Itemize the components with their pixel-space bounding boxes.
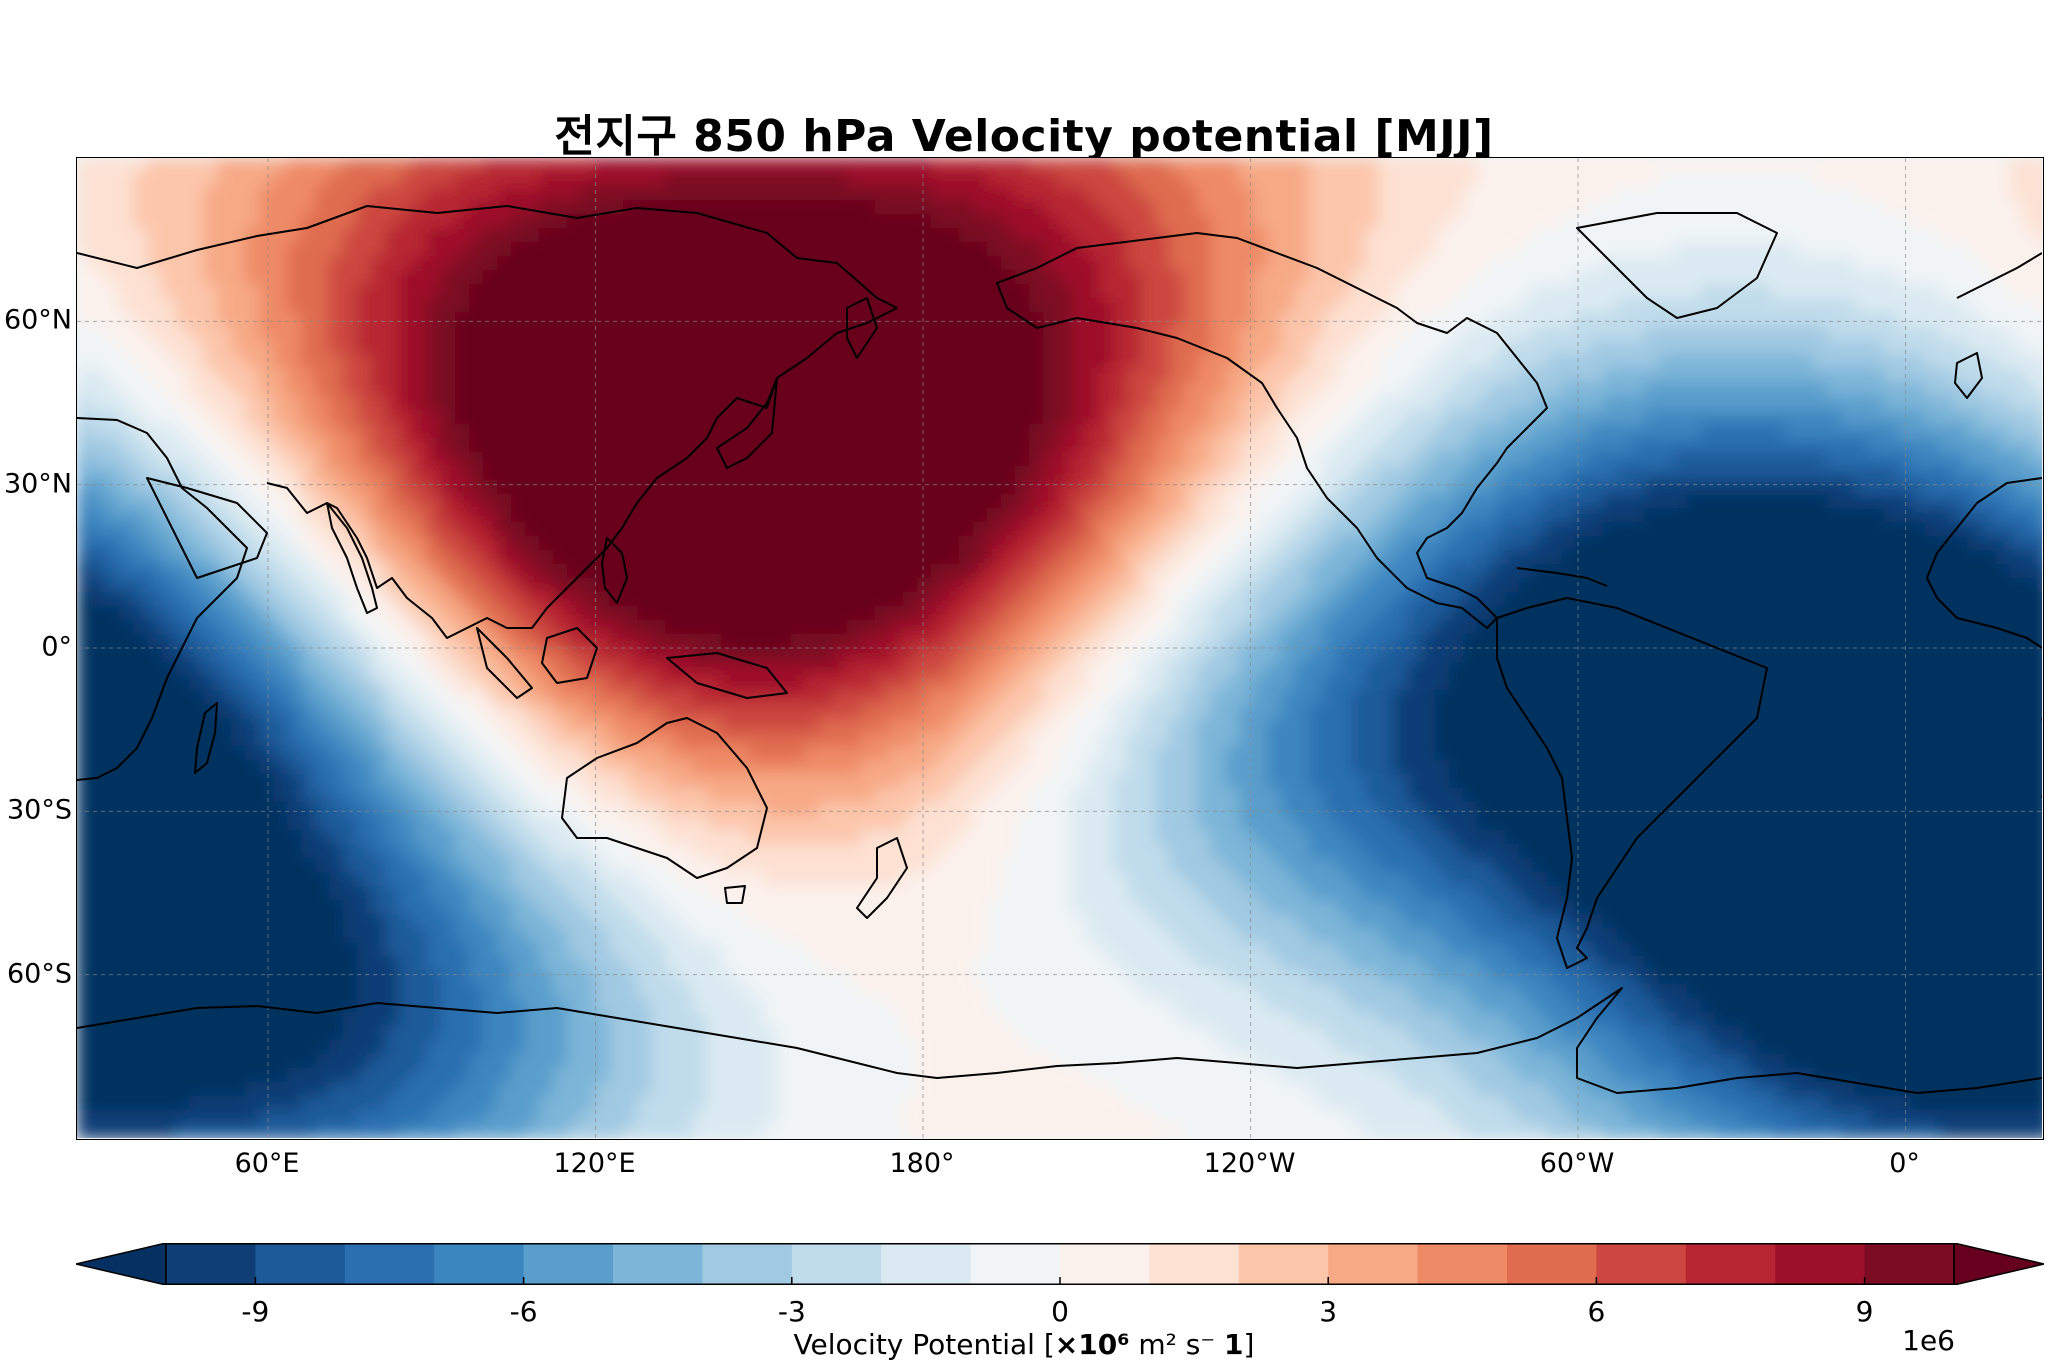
colorbar-bin [1238, 1243, 1329, 1285]
lon-tick-label: 0° [1889, 1148, 1920, 1179]
colorbar-bin [881, 1243, 972, 1285]
colorbar-bin [434, 1243, 525, 1285]
colorbar-bin [523, 1243, 614, 1285]
colorbar-bin [1507, 1243, 1597, 1285]
colorbar-label-units: m² s⁻ [1129, 1328, 1225, 1361]
map-title: 전지구 850 hPa Velocity potential [MJJ] [554, 111, 1494, 162]
colorbar-bin [1864, 1243, 1955, 1285]
colorbar-tick-label: 9 [1855, 1295, 1874, 1328]
coast-philippines [601, 537, 628, 604]
coast-kamchatka [846, 297, 878, 359]
coast-madagascar [194, 702, 218, 774]
velocity-potential-map [77, 158, 2042, 1138]
colorbar-bin [1060, 1243, 1150, 1285]
colorbar-bin [791, 1243, 882, 1285]
colorbar-bin [1149, 1243, 1240, 1285]
lon-tick-label: 60°W [1539, 1148, 1615, 1179]
coast-south-america [1496, 597, 1768, 969]
colorbar-extend-min [76, 1243, 167, 1285]
lon-tick-label: 120°W [1203, 1148, 1296, 1179]
coast-arabia [146, 477, 268, 579]
colorbar-bin [613, 1243, 703, 1285]
colorbar-tick-label: -3 [777, 1295, 806, 1328]
colorbar-label-scale: ×10⁶ [1054, 1328, 1130, 1361]
colorbar-tick-label: 0 [1051, 1295, 1069, 1328]
coast-india [326, 502, 378, 614]
colorbar-bin [1685, 1243, 1776, 1285]
coast-britain [1954, 352, 1983, 399]
coast-asia-east [266, 307, 898, 639]
colorbar-bin [702, 1243, 793, 1285]
colorbar-tick-label: 3 [1319, 1295, 1338, 1328]
colorbar-label-prefix: Velocity Potential [ [793, 1328, 1055, 1361]
map-frame [76, 157, 2044, 1140]
colorbar-offset-text: 1e6 [1902, 1324, 1955, 1357]
colorbar-bin [1417, 1243, 1508, 1285]
coast-borneo [541, 627, 598, 684]
coast-africa [77, 417, 248, 781]
gridlines [77, 158, 2042, 1138]
coast-caribbean [1516, 567, 1608, 587]
colorbar-tick-label: -9 [241, 1295, 270, 1328]
colorbar-tick-label: 6 [1587, 1295, 1606, 1328]
lon-tick-label: 60°E [234, 1148, 300, 1179]
coast-north-america [996, 232, 1548, 629]
coast-greenland [1576, 212, 1778, 319]
colorbar-extend-max [1953, 1243, 2044, 1285]
coast-antarctica [77, 987, 2042, 1094]
colorbar-bin [166, 1243, 256, 1285]
colorbar-bin [970, 1243, 1061, 1285]
colorbar-bin [344, 1243, 435, 1285]
lat-tick-label: 60°N [3, 304, 72, 336]
coastlines [77, 205, 2042, 1094]
lat-tick-label: 30°S [7, 794, 72, 826]
lon-tick-label: 120°E [553, 1148, 636, 1179]
colorbar-label-exponent: 1 [1224, 1328, 1244, 1361]
coast-west-africa [1926, 477, 2042, 649]
coast-eurasia-north [77, 205, 898, 309]
colorbar-tick-label: -6 [509, 1295, 538, 1328]
coast-japan [716, 377, 778, 469]
coast-sumatra [476, 627, 533, 699]
coast-europe [1956, 252, 2042, 299]
colorbar-bin [1328, 1243, 1419, 1285]
colorbar-label: Velocity Potential [×10⁶ m² s⁻ 1] [0, 1328, 2048, 1361]
coast-australia [561, 717, 768, 879]
coast-tasmania [724, 885, 746, 904]
colorbar [76, 1243, 2044, 1285]
coast-new-guinea [666, 652, 788, 699]
colorbar-bin [1596, 1243, 1687, 1285]
lat-tick-label: 60°S [7, 958, 72, 990]
colorbar-bin [1775, 1243, 1866, 1285]
colorbar-label-close: ] [1243, 1328, 1255, 1361]
lat-tick-label: 0° [41, 631, 72, 663]
colorbar-bin [255, 1243, 346, 1285]
lat-tick-label: 30°N [3, 468, 72, 500]
coast-new-zealand [856, 837, 908, 919]
lon-tick-label: 180° [889, 1148, 955, 1179]
contour-field [77, 158, 2042, 1138]
